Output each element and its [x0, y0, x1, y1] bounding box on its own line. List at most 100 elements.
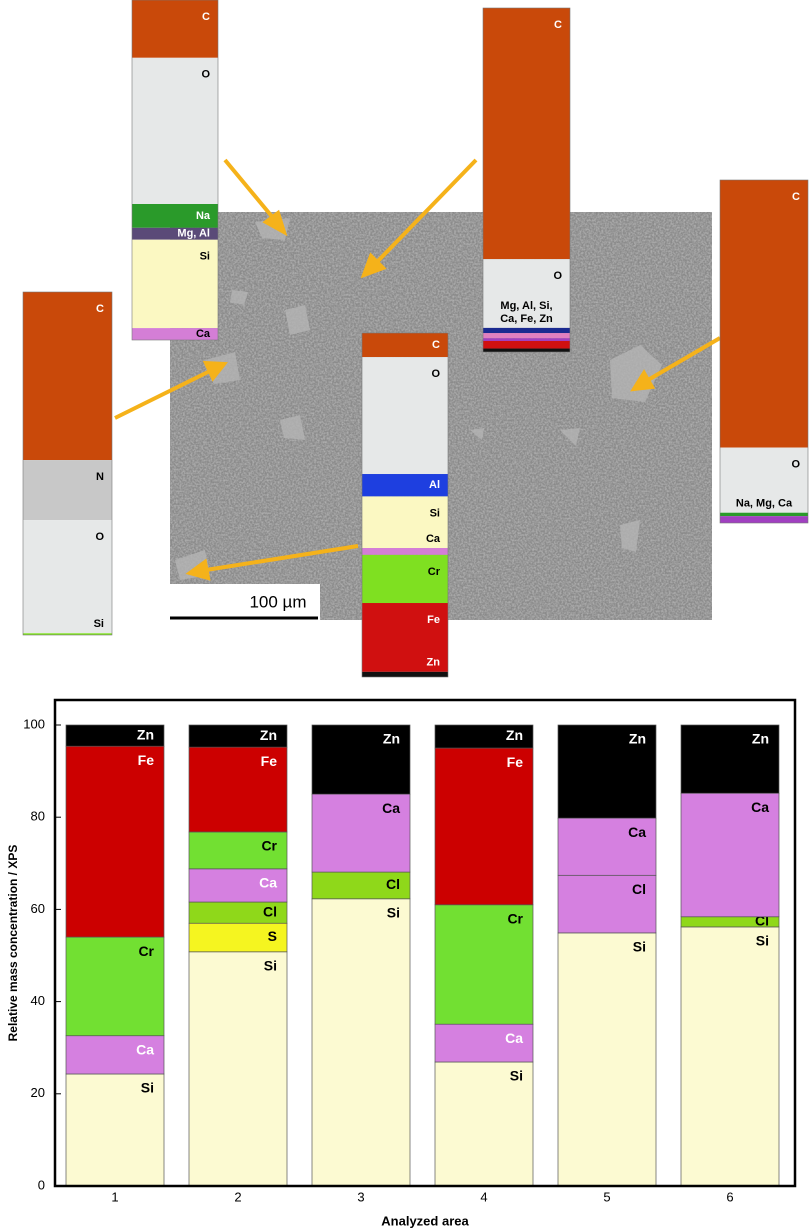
- segment-label: Zn: [260, 727, 277, 743]
- bar-segment: [680, 724, 780, 794]
- bar-segment: [65, 745, 165, 938]
- y-tick-label: 40: [31, 993, 45, 1008]
- bar-segment: [311, 898, 411, 1187]
- scale-bar-box: [170, 584, 320, 620]
- inset-label: O: [553, 270, 562, 282]
- x-tick-label: 4: [480, 1189, 487, 1204]
- segment-label: Si: [633, 939, 646, 955]
- bar-segment: [311, 724, 411, 795]
- inset-label: Zn: [427, 657, 441, 669]
- inset-segment: [720, 180, 808, 448]
- bar-segment: [65, 936, 165, 1037]
- inset-label: Si: [430, 507, 440, 519]
- bar-segment: [434, 724, 534, 749]
- inset-group-label: Ca, Fe, Zn: [500, 313, 553, 325]
- y-tick-label: 0: [38, 1177, 45, 1192]
- segment-label: Si: [756, 933, 769, 949]
- segment-label: Fe: [507, 754, 524, 770]
- segment-label: Si: [387, 905, 400, 921]
- segment-label: Zn: [383, 731, 400, 747]
- bar-segment: [434, 1061, 534, 1187]
- segment-label: Ca: [628, 824, 646, 840]
- inset-label: Al: [429, 479, 440, 491]
- inset-segment: [23, 460, 112, 521]
- bar-segment: [557, 817, 657, 876]
- inset-segment: [720, 516, 808, 523]
- x-tick-label: 1: [111, 1189, 118, 1204]
- insets: C O Na Mg, Al Si Ca C N O Si C O Al Si Ca Cr Fe Zn C O Mg, A…: [22, 0, 809, 678]
- inset-label: N: [96, 471, 104, 483]
- inset-segment: [132, 204, 218, 228]
- segment-label: Cr: [138, 943, 154, 959]
- segment-label: Si: [510, 1068, 523, 1084]
- y-tick-label: 60: [31, 901, 45, 916]
- inset-segment: [362, 333, 448, 358]
- inset-segment: [362, 603, 448, 672]
- bar-segment: [434, 747, 534, 906]
- segment-label: Cl: [632, 881, 646, 897]
- bar-segment: [557, 724, 657, 819]
- inset-label: Mg, Al: [177, 228, 210, 240]
- bar-segment: [188, 746, 288, 833]
- segment-label: Ca: [751, 799, 769, 815]
- inset-label: O: [201, 69, 210, 81]
- bar-segment: [188, 922, 288, 953]
- bar-segment: [557, 874, 657, 934]
- inset-frame: [361, 332, 449, 678]
- inset-segment: [132, 328, 218, 340]
- segment-label: Cl: [386, 876, 400, 892]
- inset-segment: [132, 239, 218, 329]
- segment-label: Cl: [263, 903, 277, 919]
- inset-segment: [483, 8, 570, 260]
- inset-segment: [23, 520, 112, 634]
- segment-label: Ca: [382, 800, 400, 816]
- y-tick-label: 100: [23, 716, 45, 731]
- segment-label: Fe: [261, 753, 278, 769]
- segment-label: Si: [264, 958, 277, 974]
- inset-label: C: [202, 11, 210, 23]
- x-tick-label: 3: [357, 1189, 364, 1204]
- x-axis-title: Analyzed area: [381, 1213, 469, 1228]
- y-tick-label: 20: [31, 1085, 45, 1100]
- inset-label: Si: [94, 618, 104, 630]
- inset-label: C: [554, 19, 562, 31]
- inset-segment: [362, 357, 448, 475]
- inset-label: O: [95, 531, 104, 543]
- bar-segment: [311, 793, 411, 873]
- segment-label: Ca: [505, 1030, 523, 1046]
- inset-segment: [483, 340, 570, 349]
- inset-frame: [719, 179, 809, 524]
- inset-label: O: [791, 458, 800, 470]
- inset-segment: [132, 57, 218, 204]
- inset-frame: [131, 0, 219, 341]
- inset-group-label: Na, Mg, Ca: [736, 498, 793, 510]
- segment-label: Zn: [752, 731, 769, 747]
- segment-label: Ca: [136, 1041, 154, 1057]
- bar-chart: Relative mass concentration / XPS Analyz…: [6, 698, 797, 1228]
- inset-segment: [362, 474, 448, 497]
- inset-label: C: [96, 303, 104, 315]
- bar-segment: [680, 926, 780, 1187]
- x-tick-label: 6: [726, 1189, 733, 1204]
- bar-segment: [65, 724, 165, 747]
- scale-bar-label: 100 µm: [249, 592, 306, 611]
- segment-label: Cr: [507, 910, 523, 926]
- plot-frame: [53, 698, 797, 1188]
- inset-label: Cr: [428, 566, 441, 578]
- bar-segment: [65, 1035, 165, 1075]
- inset-segment: [132, 227, 218, 240]
- inset-segment: [483, 338, 570, 341]
- inset-label: C: [432, 339, 440, 351]
- inset-label: O: [431, 368, 440, 380]
- segment-label: Zn: [137, 726, 154, 742]
- bar-segment: [434, 1023, 534, 1063]
- inset-segment: [23, 292, 112, 461]
- x-tick-label: 2: [234, 1189, 241, 1204]
- inset-label: Fe: [427, 614, 440, 626]
- inset-segment: [132, 0, 218, 58]
- inset-frame: [22, 291, 113, 636]
- inset-segment: [483, 259, 570, 328]
- inset-segment: [720, 512, 808, 517]
- inset-label: Ca: [196, 328, 211, 340]
